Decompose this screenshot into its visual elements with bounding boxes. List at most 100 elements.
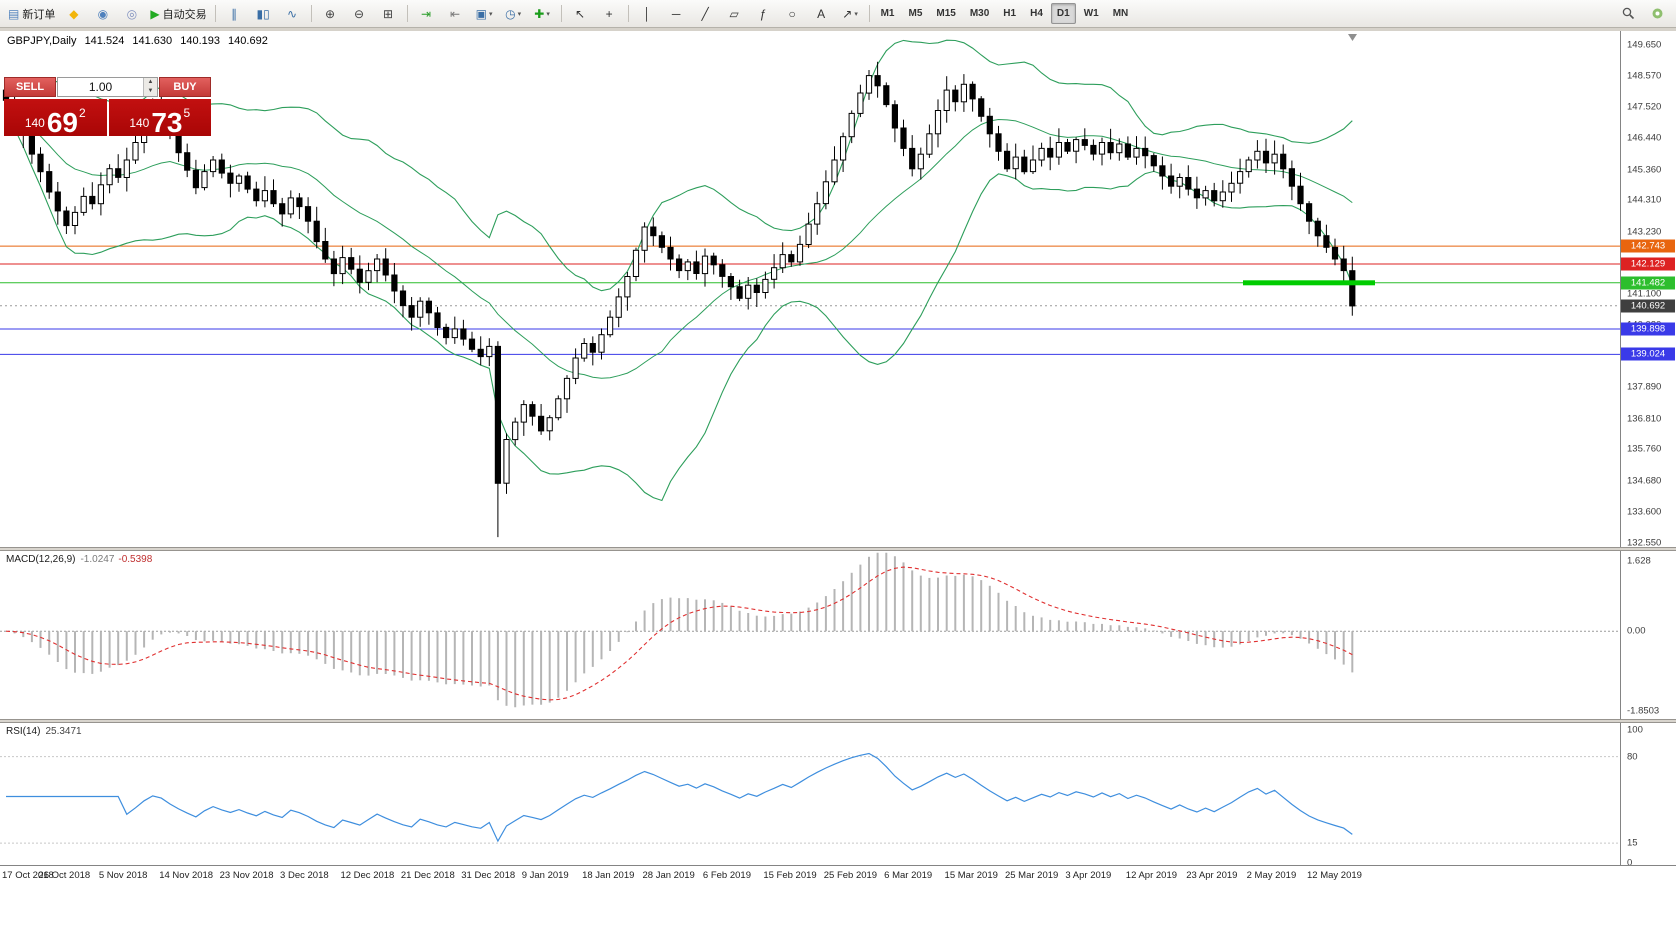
- date-label: 21 Dec 2018: [400, 870, 455, 881]
- price-tick: 133.600: [1627, 506, 1662, 518]
- price-tick: 143.230: [1627, 226, 1662, 238]
- rsi-canvas[interactable]: [0, 723, 1620, 865]
- date-label: 28 Jan 2019: [642, 870, 695, 881]
- sell-price-button[interactable]: 140 69 2: [4, 99, 107, 138]
- date-label: 2 May 2019: [1246, 870, 1297, 881]
- price-tick: 141.100: [1627, 288, 1662, 300]
- sell-price-big: 69: [46, 107, 78, 138]
- price-chart-panel: 149.650 148.570 147.520 146.440 145.360 144.3…: [0, 31, 1676, 549]
- arrow-tools-dropdown[interactable]: ↗ ▾: [836, 2, 865, 25]
- shapes-button[interactable]: ○: [778, 2, 807, 25]
- zoom-in-button[interactable]: ⊕: [316, 2, 345, 25]
- timeframe-button-m30[interactable]: M30: [969, 8, 990, 19]
- date-label: 3 Dec 2018: [280, 870, 329, 881]
- date-label: 6 Feb 2019: [702, 870, 751, 881]
- tile-windows-button[interactable]: ⊞: [374, 2, 403, 25]
- rsi-tick: 80: [1627, 751, 1638, 763]
- date-label: 23 Nov 2018: [219, 870, 274, 881]
- zoom-out-button[interactable]: ⊖: [345, 2, 374, 25]
- auto-scroll-button[interactable]: ⇥: [412, 2, 441, 25]
- toolbar-separator: [627, 5, 629, 22]
- profiles-dropdown[interactable]: ◷ ▾: [499, 2, 528, 25]
- date-label: 26 Oct 2018: [38, 870, 91, 881]
- price-tick: 144.310: [1627, 194, 1662, 206]
- gold-diamond-icon[interactable]: ◆: [59, 2, 88, 25]
- timeframe-button-m15[interactable]: M15: [936, 8, 956, 19]
- price-tick: 137.890: [1627, 381, 1662, 393]
- volume-input[interactable]: 1.00: [88, 80, 113, 94]
- macd-canvas[interactable]: [0, 551, 1620, 719]
- panel-splitter[interactable]: [0, 547, 1676, 551]
- sell-price-pip: 2: [79, 106, 86, 120]
- level-price-label: 142.743: [1621, 239, 1675, 253]
- cursor-button[interactable]: ↖: [566, 2, 595, 25]
- bar-chart-button[interactable]: ∥: [220, 2, 249, 25]
- rsi-panel: 100 80 15 0 RSI(14) 25.3471: [0, 723, 1676, 869]
- channel-button[interactable]: ▱: [720, 2, 749, 25]
- candlestick-chart-icon: ▮▯: [256, 6, 270, 21]
- timeframe-button-mn[interactable]: MN: [1112, 8, 1129, 19]
- fibonacci-button[interactable]: ƒ: [749, 2, 778, 25]
- chevron-down-icon: ▾: [517, 10, 522, 18]
- indicators-dropdown[interactable]: ✚ ▾: [528, 2, 557, 25]
- autotrading-button-label: 自动交易: [162, 8, 207, 21]
- price-tick: 135.760: [1627, 443, 1662, 455]
- price-tick: 136.810: [1627, 413, 1662, 425]
- volume-spinner: ▲ ▼: [143, 78, 157, 96]
- rsi-tick: 0: [1627, 857, 1633, 869]
- timeframe-button-h1[interactable]: H1: [1003, 8, 1017, 19]
- panel-splitter-2[interactable]: [0, 719, 1676, 723]
- chevron-down-icon: ▾: [488, 10, 493, 18]
- price-tick: 132.550: [1627, 537, 1662, 549]
- crosshair-icon: +: [605, 6, 613, 21]
- date-label: 25 Mar 2019: [1004, 870, 1059, 881]
- support-icon[interactable]: ◎: [117, 2, 146, 25]
- bar-chart-icon: ∥: [231, 6, 238, 21]
- community-icon[interactable]: [1643, 2, 1672, 25]
- line-chart-button[interactable]: ∿: [278, 2, 307, 25]
- volume-down-button[interactable]: ▼: [144, 87, 157, 96]
- crosshair-button[interactable]: +: [595, 2, 624, 25]
- volume-up-button[interactable]: ▲: [144, 78, 157, 87]
- buy-button[interactable]: BUY: [159, 77, 211, 97]
- zoom-out-icon: ⊖: [354, 6, 365, 21]
- indicators-icon: ✚: [534, 6, 545, 21]
- macd-scale[interactable]: 1.628 0.00 -1.8503: [1620, 551, 1676, 719]
- candlestick-chart-button[interactable]: ▮▯: [249, 2, 278, 25]
- text-button[interactable]: A: [807, 2, 836, 25]
- text-icon: A: [817, 6, 826, 21]
- toolbar-separator: [560, 5, 562, 22]
- chart-shift-button[interactable]: ⇤: [441, 2, 470, 25]
- rsi-scale[interactable]: 100 80 15 0: [1620, 723, 1676, 869]
- price-scale[interactable]: 149.650 148.570 147.520 146.440 145.360 144.3…: [1620, 31, 1676, 549]
- buy-price-pip: 5: [183, 106, 191, 120]
- support-icon-icon: ◎: [126, 6, 138, 21]
- price-chart-canvas[interactable]: [0, 31, 1620, 547]
- timeframe-button-m1[interactable]: M1: [880, 8, 895, 19]
- macd-panel: 1.628 0.00 -1.8503 MACD(12,26,9) -1.0247 -0.…: [0, 551, 1676, 719]
- vertical-line-button[interactable]: │: [633, 2, 662, 25]
- time-axis[interactable]: 17 Oct 2018 26 Oct 2018 5 Nov 2018 14 Nov 2…: [0, 865, 1676, 890]
- macd-tick: -1.8503: [1627, 705, 1660, 717]
- chevron-down-icon: ▾: [854, 10, 858, 18]
- level-price-label: 139.024: [1621, 347, 1675, 361]
- sell-button[interactable]: SELL: [4, 77, 56, 97]
- new-chart-dropdown[interactable]: ▣ ▾: [470, 2, 499, 25]
- one-click-trading-widget: SELL 1.00 ▲ ▼ BUY 140 69 2 140: [4, 77, 211, 138]
- timeframe-button-h4[interactable]: H4: [1030, 8, 1043, 19]
- profile-icon[interactable]: ◉: [88, 2, 117, 25]
- search-icon[interactable]: [1614, 2, 1643, 25]
- profiles-icon: ◷: [505, 6, 516, 21]
- autotrading-button[interactable]: ▶ 自动交易: [146, 2, 210, 25]
- rsi-tick: 15: [1627, 837, 1638, 849]
- timeframe-button-m5[interactable]: M5: [908, 8, 923, 19]
- new-order-button[interactable]: ▤ 新订单: [4, 2, 59, 25]
- date-label: 25 Feb 2019: [823, 870, 878, 881]
- chart-shift-icon: ⇤: [450, 6, 461, 21]
- buy-price-button[interactable]: 140 73 5: [108, 99, 211, 137]
- timeframe-button-d1[interactable]: D1: [1050, 3, 1076, 24]
- timeframe-button-w1[interactable]: W1: [1083, 8, 1099, 19]
- trendline-button[interactable]: ╱: [691, 2, 720, 25]
- auto-scroll-icon: ⇥: [421, 6, 432, 21]
- horizontal-line-button[interactable]: ─: [662, 2, 691, 25]
